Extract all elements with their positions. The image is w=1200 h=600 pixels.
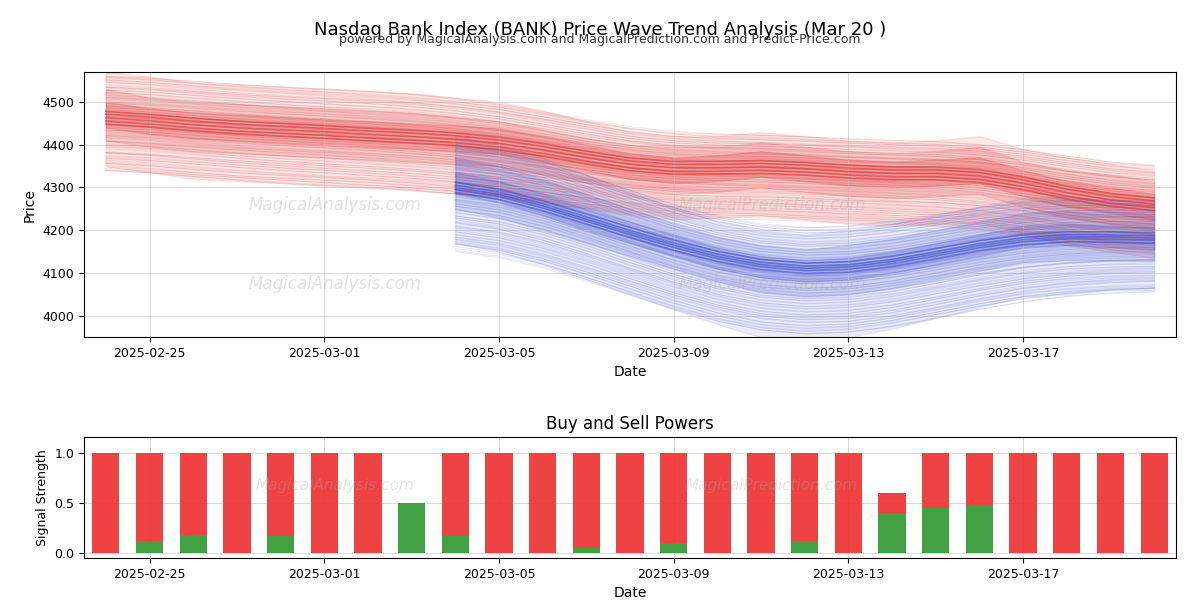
Bar <box>966 506 994 553</box>
Bar <box>442 536 469 553</box>
Bar <box>966 452 994 553</box>
Bar <box>1054 452 1080 553</box>
Bar <box>354 452 382 553</box>
Text: MagicalPrediction.com: MagicalPrediction.com <box>686 478 858 493</box>
Bar <box>1009 452 1037 553</box>
Bar <box>617 452 643 553</box>
X-axis label: Date: Date <box>613 586 647 600</box>
Bar <box>311 452 338 553</box>
Bar <box>92 452 120 553</box>
Bar <box>266 452 294 553</box>
Bar <box>572 548 600 553</box>
Text: MagicalPrediction.com: MagicalPrediction.com <box>678 196 865 214</box>
Y-axis label: Price: Price <box>23 188 37 221</box>
Bar <box>180 535 206 553</box>
Bar <box>791 452 818 553</box>
Bar <box>791 541 818 553</box>
Bar <box>660 543 688 553</box>
Bar <box>485 452 512 553</box>
Text: MagicalAnalysis.com: MagicalAnalysis.com <box>256 478 414 493</box>
Text: MagicalAnalysis.com: MagicalAnalysis.com <box>248 275 421 293</box>
Bar <box>835 452 862 553</box>
Bar <box>922 452 949 553</box>
Bar <box>572 452 600 553</box>
Text: powered by MagicalAnalysis.com and MagicalPrediction.com and Predict-Price.com: powered by MagicalAnalysis.com and Magic… <box>340 33 860 46</box>
Bar <box>748 452 775 553</box>
Bar <box>398 503 425 553</box>
Bar <box>660 452 688 553</box>
Title: Buy and Sell Powers: Buy and Sell Powers <box>546 415 714 433</box>
Bar <box>529 452 557 553</box>
Bar <box>398 503 425 553</box>
Bar <box>878 513 906 553</box>
Bar <box>223 452 251 553</box>
Bar <box>136 452 163 553</box>
Bar <box>703 452 731 553</box>
Bar <box>136 541 163 553</box>
Bar <box>922 508 949 553</box>
Text: Nasdaq Bank Index (BANK) Price Wave Trend Analysis (Mar 20 ): Nasdaq Bank Index (BANK) Price Wave Tren… <box>314 21 886 39</box>
Bar <box>1140 452 1168 553</box>
Bar <box>1097 452 1124 553</box>
Bar <box>266 536 294 553</box>
Text: MagicalAnalysis.com: MagicalAnalysis.com <box>248 196 421 214</box>
Text: MagicalPrediction.com: MagicalPrediction.com <box>678 275 865 293</box>
Y-axis label: Signal Strength: Signal Strength <box>36 449 49 546</box>
X-axis label: Date: Date <box>613 365 647 379</box>
Bar <box>442 452 469 553</box>
Bar <box>180 452 206 553</box>
Bar <box>878 493 906 553</box>
